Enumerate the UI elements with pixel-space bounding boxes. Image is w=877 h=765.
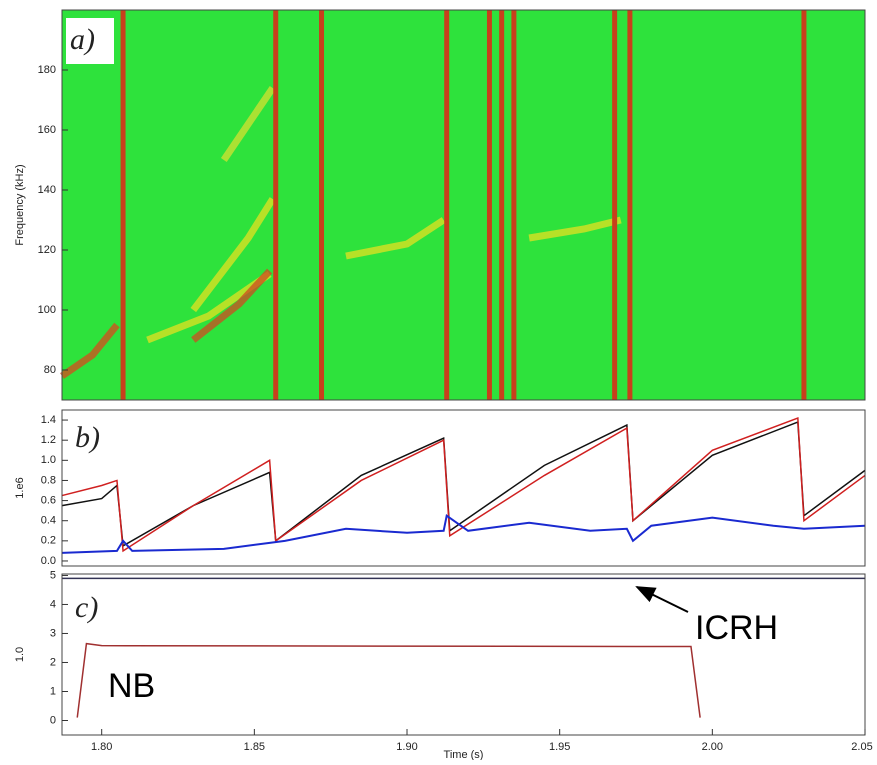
mode-band xyxy=(528,216,622,242)
panel-label: a) xyxy=(70,23,95,56)
x-axis-label: Time (s) xyxy=(444,749,484,760)
data-line xyxy=(61,416,866,553)
y-tick-label: 140 xyxy=(38,184,56,196)
plot-frame xyxy=(61,409,866,567)
annotation: ICRH xyxy=(695,609,778,647)
y-tick-label: 1 xyxy=(50,685,56,697)
plot-frame xyxy=(61,9,866,401)
plot-frame xyxy=(61,573,866,736)
burst-stripe xyxy=(511,10,517,400)
data-line xyxy=(61,513,866,554)
y-tick-label: 100 xyxy=(38,304,56,316)
x-tick-label: 2.00 xyxy=(702,741,723,753)
y-tick-label: 120 xyxy=(38,244,56,256)
y-tick-label: 1.0 xyxy=(41,454,56,466)
annotation: NB xyxy=(108,667,155,705)
y-tick-label: 0.2 xyxy=(41,535,56,547)
y-tick-label: 3 xyxy=(50,627,56,639)
y-tick-label: 1.4 xyxy=(41,414,56,426)
mode-band xyxy=(191,268,273,343)
y-tick-label: 5 xyxy=(50,569,56,581)
y-tick-label: 0.8 xyxy=(41,474,56,486)
label-box xyxy=(66,18,114,64)
y-tick-label: 0.0 xyxy=(41,555,56,567)
y-axis-label: 1.0 xyxy=(14,647,26,662)
y-tick-label: 80 xyxy=(44,364,56,376)
y-axis-label: 1.e6 xyxy=(14,477,26,498)
mode-band xyxy=(190,197,276,313)
mode-band xyxy=(60,322,120,379)
y-axis-label: Frequency (kHz) xyxy=(14,164,26,245)
burst-stripe xyxy=(444,10,450,400)
burst-stripe xyxy=(499,10,505,400)
y-tick-label: 2 xyxy=(50,656,56,668)
x-tick-label: 2.05 xyxy=(851,741,872,753)
mode-band xyxy=(345,217,446,260)
y-tick-label: 0 xyxy=(50,714,56,726)
annotation-arrow xyxy=(635,586,689,613)
panel-label: b) xyxy=(75,421,100,454)
burst-stripe xyxy=(801,10,807,400)
mode-band xyxy=(220,86,276,162)
x-tick-label: 1.80 xyxy=(91,741,112,753)
burst-stripe xyxy=(319,10,325,400)
x-tick-label: 1.85 xyxy=(244,741,265,753)
x-tick-label: 1.95 xyxy=(549,741,570,753)
burst-stripe xyxy=(486,10,492,400)
spectrogram-background xyxy=(62,10,865,400)
data-line xyxy=(76,642,701,718)
burst-stripe xyxy=(627,10,633,400)
panel-label: c) xyxy=(75,591,98,624)
burst-stripe xyxy=(120,10,126,400)
y-tick-label: 1.2 xyxy=(41,434,56,446)
y-tick-label: 180 xyxy=(38,64,56,76)
y-tick-label: 0.6 xyxy=(41,494,56,506)
x-tick-label: 1.90 xyxy=(396,741,417,753)
y-tick-label: 160 xyxy=(38,124,56,136)
y-tick-label: 0.4 xyxy=(41,515,56,527)
y-tick-label: 4 xyxy=(50,598,56,610)
burst-stripe xyxy=(273,10,279,400)
burst-stripe xyxy=(612,10,618,400)
